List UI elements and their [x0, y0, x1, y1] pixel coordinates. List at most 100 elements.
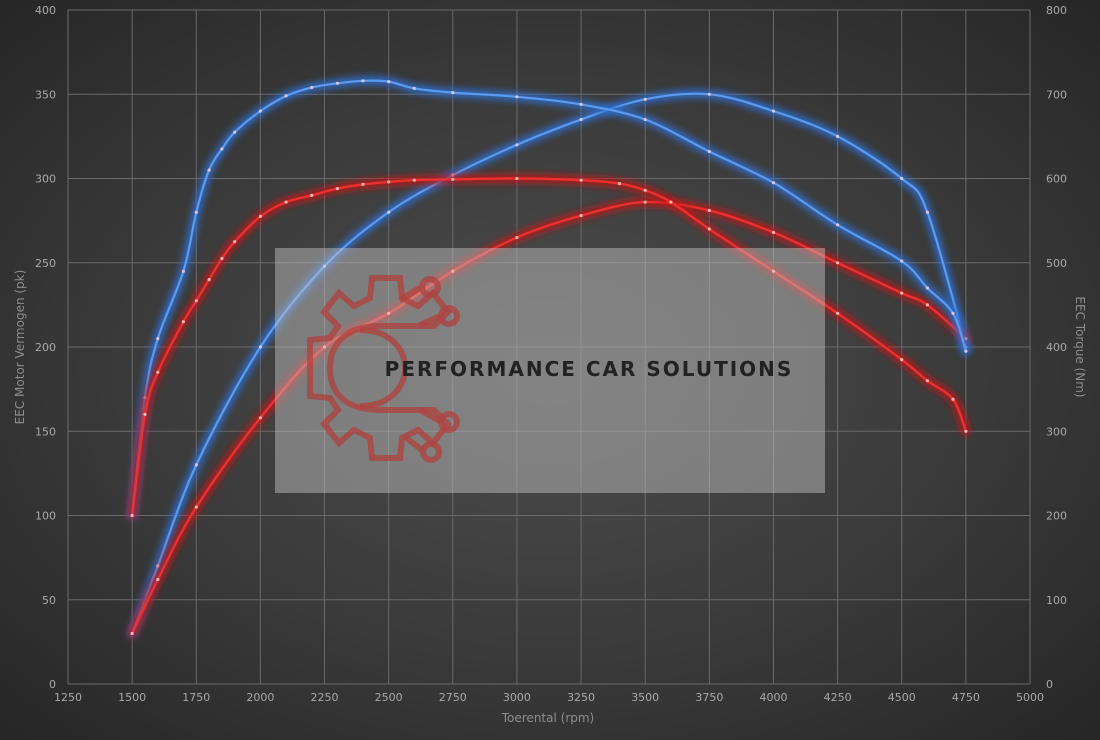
series-point [836, 261, 840, 265]
series-point [233, 240, 237, 244]
series-point [258, 214, 262, 218]
series-point [387, 80, 391, 84]
series-point [669, 200, 673, 204]
y-right-tick-label: 600 [1046, 173, 1067, 186]
y-right-tick-label: 800 [1046, 4, 1067, 17]
series-point [412, 86, 416, 90]
series-point [707, 208, 711, 213]
x-tick-label: 4750 [952, 691, 980, 704]
series-tuned-left [127, 89, 971, 638]
series-point [387, 210, 391, 214]
series-point [579, 178, 583, 182]
series-point [515, 143, 519, 147]
series-point [771, 269, 776, 273]
series-point [156, 370, 160, 374]
x-tick-label: 2250 [311, 691, 339, 704]
series-point [964, 429, 968, 433]
series-point [233, 130, 237, 134]
series-point [207, 278, 211, 282]
series-point [207, 168, 211, 172]
y-right-tick-label: 100 [1046, 594, 1067, 607]
series-point [156, 564, 160, 568]
series-point [925, 210, 930, 214]
series-point [900, 358, 904, 362]
watermark-panel [275, 248, 825, 493]
y-right-tick-label: 0 [1046, 678, 1053, 691]
series-point [181, 320, 185, 324]
x-tick-label: 3250 [567, 691, 595, 704]
y-right-tick-label: 200 [1046, 510, 1067, 523]
series-point [194, 210, 198, 214]
series-point [900, 291, 904, 295]
grid-lines [67, 9, 1031, 685]
series-point [284, 94, 288, 98]
series-point [579, 102, 583, 106]
series-point [925, 379, 930, 383]
series-point [515, 176, 519, 181]
x-tick-label: 3500 [631, 691, 659, 704]
series-point [925, 286, 930, 290]
series-point [579, 117, 583, 122]
series-point [451, 177, 455, 181]
y-left-tick-label: 350 [35, 88, 56, 101]
y-left-tick-label: 250 [35, 257, 56, 270]
series-point [194, 505, 198, 509]
series-point [771, 181, 776, 185]
x-tick-label: 3750 [695, 691, 723, 704]
x-tick-label: 4000 [759, 691, 787, 704]
series-point [130, 631, 134, 636]
series-point [707, 149, 711, 154]
series-point [156, 577, 160, 582]
series-point [130, 513, 134, 518]
series-point [451, 269, 455, 273]
x-tick-label: 2000 [246, 691, 274, 704]
x-tick-label: 1750 [182, 691, 210, 704]
series-point [310, 85, 314, 90]
series-point [771, 109, 776, 113]
y-right-tick-label: 500 [1046, 257, 1067, 270]
x-tick-label: 2500 [375, 691, 403, 704]
x-tick-label: 1500 [118, 691, 146, 704]
series-stock-left [127, 197, 971, 638]
series-point [900, 176, 904, 181]
y-axis-right-title: EEC Torque (Nm) [1073, 296, 1087, 397]
series-point [707, 92, 711, 96]
series-point [220, 147, 224, 151]
series-point [900, 259, 904, 263]
x-tick-label: 5000 [1016, 691, 1044, 704]
series-point [836, 311, 840, 315]
x-tick-label: 4250 [824, 691, 852, 704]
series-point [258, 109, 262, 113]
y-left-tick-label: 150 [35, 425, 56, 438]
series-point [643, 188, 647, 192]
series-point [951, 397, 955, 401]
series-point [322, 264, 327, 268]
y-right-tick-label: 700 [1046, 88, 1067, 101]
series-point [194, 299, 198, 303]
series-line [131, 177, 967, 517]
series-point [335, 187, 339, 191]
series-line [131, 92, 967, 635]
series-point [951, 311, 955, 315]
series-point [643, 117, 647, 122]
x-tick-label: 2750 [439, 691, 467, 704]
series-point [387, 311, 391, 315]
y-right-tick-label: 300 [1046, 425, 1067, 438]
series-point [579, 214, 583, 218]
series-point [143, 412, 147, 416]
y-left-tick-label: 200 [35, 341, 56, 354]
series-point [220, 256, 224, 261]
series-point [925, 303, 930, 307]
series-point [964, 349, 968, 353]
watermark-text: PERFORMANCE CAR SOLUTIONS [385, 357, 794, 381]
series-point [156, 337, 160, 341]
series-point [310, 193, 314, 197]
series-point [451, 91, 455, 95]
series-point [361, 182, 365, 186]
series-point [412, 178, 416, 182]
y-left-tick-label: 100 [35, 510, 56, 523]
series-lines [127, 76, 971, 638]
series-point [387, 180, 391, 184]
series-point [643, 200, 647, 204]
